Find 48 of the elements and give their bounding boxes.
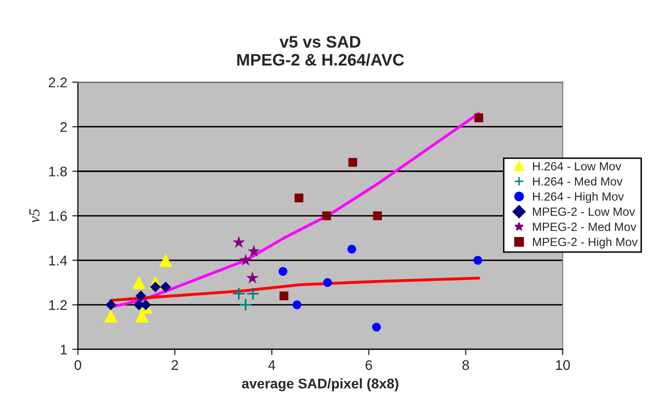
point [105, 299, 116, 310]
y-tick-label: 2.2 [48, 78, 67, 88]
point [373, 211, 382, 220]
point [474, 113, 484, 122]
x-axis-title: average SAD/pixel (8x8) [242, 378, 398, 392]
point [160, 282, 172, 292]
point [246, 272, 259, 284]
legend-label: MPEG-2 - Low Mov [533, 208, 636, 216]
x-tick-label: 4 [268, 360, 276, 370]
x-tick-label: 0 [74, 360, 82, 370]
y-tick-label: 1.6 [49, 211, 67, 221]
y-tick-label: 1 [60, 344, 67, 354]
point [372, 322, 381, 332]
point [278, 267, 288, 276]
point [248, 244, 260, 257]
point [323, 278, 332, 287]
point [347, 244, 356, 254]
chart-title: v5 vs SAD MPEG-2 & H.264/AVC [237, 36, 404, 66]
point [136, 290, 146, 302]
x-tick-label: 10 [556, 360, 570, 370]
y-tick-label: 1.4 [49, 256, 68, 266]
point [238, 298, 252, 312]
y-tick-label: 2 [60, 122, 67, 132]
point [159, 254, 172, 267]
y-tick-label: 1.8 [49, 166, 67, 176]
point [280, 292, 288, 300]
point [104, 309, 118, 323]
point [294, 194, 304, 202]
point [473, 256, 482, 265]
point [232, 236, 246, 248]
y-tick-label: 1.2 [49, 300, 67, 310]
legend-label: H.264 - Low Mov [533, 162, 622, 170]
point [292, 300, 302, 310]
point [246, 287, 260, 300]
legend-label: MPEG-2 - High Mov [533, 237, 638, 248]
x-tick-label: 6 [366, 360, 372, 370]
legend-label: MPEG-2 - Med Mov [533, 222, 636, 231]
point [132, 276, 146, 290]
legend-label: H.264 - High Mov [533, 192, 624, 204]
point [348, 158, 358, 167]
point [232, 287, 246, 300]
legend-label: H.264 - Med Mov [533, 176, 623, 186]
point [322, 211, 331, 220]
point [150, 282, 161, 292]
x-tick-label: 8 [462, 360, 469, 370]
x-tick-label: 2 [172, 360, 178, 370]
y-axis-title: v5 [29, 209, 40, 223]
point [239, 254, 252, 266]
